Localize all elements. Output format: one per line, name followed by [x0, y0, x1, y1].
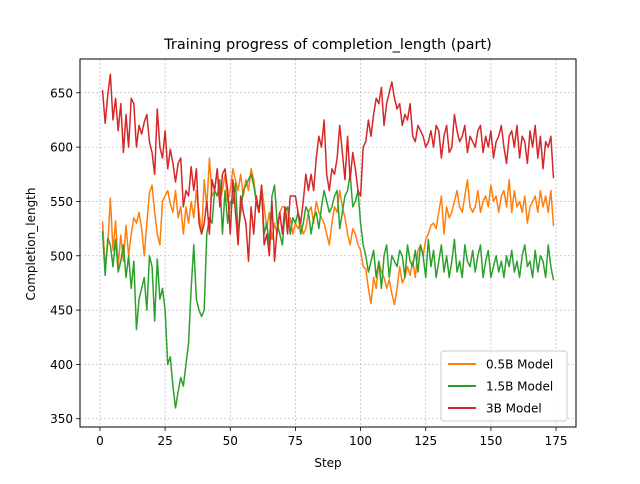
- y-axis-label: Completion_length: [24, 188, 38, 301]
- chart-title: Training progress of completion_length (…: [163, 37, 492, 53]
- series-line-3b-model: [101, 73, 555, 262]
- x-tick-label: 100: [349, 434, 372, 448]
- y-tick-label: 600: [50, 141, 73, 155]
- y-tick-label: 650: [50, 86, 73, 100]
- x-tick-label: 175: [545, 434, 568, 448]
- x-axis-label: Step: [314, 456, 341, 470]
- series-group: [101, 73, 555, 409]
- x-tick-label: 0: [96, 434, 104, 448]
- series-line-0-5b-model: [101, 157, 555, 306]
- plot-frame: [79, 58, 577, 428]
- x-axis: 0 25 50 75 100 125 150 175: [96, 427, 568, 448]
- legend-label-0-5b: 0.5B Model: [486, 358, 553, 372]
- legend-label-1-5b: 1.5B Model: [486, 380, 553, 394]
- y-tick-label: 550: [50, 195, 73, 209]
- y-tick-label: 450: [50, 304, 73, 318]
- x-tick-label: 25: [157, 434, 172, 448]
- x-tick-label: 150: [479, 434, 502, 448]
- x-tick-label: 125: [414, 434, 437, 448]
- y-tick-label: 500: [50, 249, 73, 263]
- legend: 0.5B Model 1.5B Model 3B Model: [440, 350, 568, 422]
- y-tick-label: 350: [50, 412, 73, 426]
- y-axis: 350 400 450 500 550 600 650: [50, 86, 80, 426]
- x-tick-label: 50: [223, 434, 238, 448]
- series-line-1-5b-model: [101, 173, 555, 409]
- legend-box: [440, 350, 568, 422]
- y-tick-label: 400: [50, 358, 73, 372]
- legend-label-3b: 3B Model: [486, 402, 542, 416]
- x-tick-label: 75: [288, 434, 303, 448]
